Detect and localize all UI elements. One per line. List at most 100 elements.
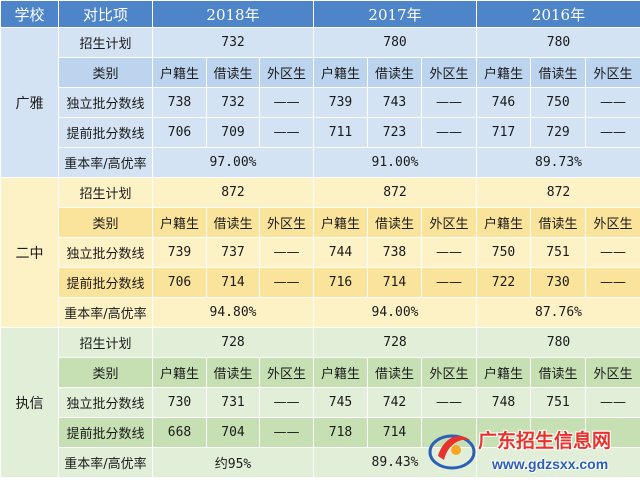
score-cell: ——	[421, 387, 477, 418]
category-cell: 借读生	[206, 57, 260, 88]
score-cell: 711	[313, 117, 368, 148]
zhixin-category-row: 类别 户籍生 借读生 外区生 户籍生 借读生 外区生 户籍生 借读生 外区生	[1, 357, 640, 388]
row-label: 提前批分数线	[58, 267, 153, 298]
row-label: 独立批分数线	[58, 387, 153, 418]
category-cell: 借读生	[206, 207, 260, 238]
row-label: 招生计划	[58, 327, 153, 358]
school-name-zhixin: 执信	[0, 327, 59, 478]
plan-value: 728	[313, 327, 477, 358]
category-cell: 外区生	[585, 207, 640, 238]
score-cell: 739	[152, 237, 207, 268]
erzhong-rate-row: 重本率/高优率 94.80% 94.00% 87.76%	[1, 297, 640, 328]
category-cell: 外区生	[421, 57, 477, 88]
score-cell: 750	[476, 237, 531, 268]
score-cell: 737	[206, 237, 260, 268]
plan-value: 780	[313, 27, 477, 58]
row-label: 类别	[58, 357, 153, 388]
rate-value: 89.73%	[476, 147, 640, 178]
category-cell: 户籍生	[476, 357, 531, 388]
header-school: 学校	[0, 0, 59, 28]
row-label: 提前批分数线	[58, 417, 153, 448]
score-cell: ——	[259, 87, 314, 118]
score-cell: 731	[206, 387, 260, 418]
score-cell: ——	[585, 387, 640, 418]
score-cell: 730	[530, 267, 586, 298]
category-cell: 借读生	[530, 57, 586, 88]
guangya-independent-row: 独立批分数线 738 732 —— 739 743 —— 746 750 ——	[1, 87, 640, 118]
category-cell: 借读生	[367, 57, 422, 88]
score-cell: ——	[421, 267, 477, 298]
row-label: 重本率/高优率	[58, 297, 153, 328]
rate-value: 94.80%	[152, 297, 314, 328]
category-cell: 户籍生	[476, 207, 531, 238]
row-label: 重本率/高优率	[58, 447, 153, 478]
score-cell: 729	[530, 117, 586, 148]
zhixin-independent-row: 独立批分数线 730 731 —— 745 742 —— 748 751 ——	[1, 387, 640, 418]
category-cell: 借读生	[530, 357, 586, 388]
score-cell: 704	[206, 417, 260, 448]
score-cell: 717	[476, 117, 531, 148]
plan-value: 780	[476, 327, 640, 358]
header-year-2017: 2017年	[313, 0, 477, 28]
score-cell: 745	[313, 387, 368, 418]
row-label: 招生计划	[58, 177, 153, 208]
header-item: 对比项	[58, 0, 153, 28]
score-cell: 714	[206, 267, 260, 298]
category-cell: 外区生	[259, 357, 314, 388]
category-cell: 户籍生	[313, 57, 368, 88]
score-cell: 709	[206, 117, 260, 148]
row-label: 招生计划	[58, 27, 153, 58]
score-cell: ——	[421, 87, 477, 118]
school-name-guangya: 广雅	[0, 27, 59, 178]
zhixin-plan-row: 执信 招生计划 728 728 780	[0, 327, 640, 478]
category-cell: 借读生	[367, 207, 422, 238]
rate-value	[476, 447, 640, 478]
category-cell: 户籍生	[476, 57, 531, 88]
category-cell: 借读生	[530, 207, 586, 238]
rate-value: 97.00%	[152, 147, 314, 178]
rate-value: 约95%	[152, 447, 314, 478]
score-cell: ——	[585, 267, 640, 298]
category-cell: 户籍生	[313, 357, 368, 388]
score-cell: 722	[476, 267, 531, 298]
score-cell: ——	[259, 267, 314, 298]
score-cell: 751	[530, 387, 586, 418]
zhixin-rate-row: 重本率/高优率 约95% 89.43%	[1, 447, 640, 478]
rate-value: 94.00%	[313, 297, 477, 328]
category-cell: 户籍生	[152, 357, 207, 388]
site-logo-icon	[428, 434, 476, 470]
row-label: 类别	[58, 57, 153, 88]
score-cell: 716	[313, 267, 368, 298]
score-cell: 743	[367, 87, 422, 118]
score-cell: 732	[206, 87, 260, 118]
score-cell: 751	[530, 237, 586, 268]
header-row: 学校 对比项 2018年 2017年 2016年	[0, 0, 640, 28]
score-cell: ——	[585, 87, 640, 118]
score-cell: ——	[585, 117, 640, 148]
category-cell: 外区生	[421, 207, 477, 238]
score-cell: ——	[585, 237, 640, 268]
score-cell: 730	[152, 387, 207, 418]
rate-value: 89.43%	[313, 447, 477, 478]
score-cell: 739	[313, 87, 368, 118]
score-cell: ——	[421, 117, 477, 148]
score-cell: ——	[421, 237, 477, 268]
category-cell: 外区生	[585, 357, 640, 388]
category-cell: 外区生	[259, 207, 314, 238]
header-year-2018: 2018年	[152, 0, 314, 28]
score-cell: 714	[367, 417, 422, 448]
category-cell: 外区生	[421, 357, 477, 388]
score-cell: 750	[530, 87, 586, 118]
score-cell: ——	[259, 117, 314, 148]
category-cell: 借读生	[206, 357, 260, 388]
row-label: 独立批分数线	[58, 87, 153, 118]
guangya-plan-row: 广雅 招生计划 732 780 780	[0, 27, 640, 178]
score-cell: 744	[313, 237, 368, 268]
rate-value: 87.76%	[476, 297, 640, 328]
header-year-2016: 2016年	[476, 0, 640, 28]
score-cell: 723	[367, 117, 422, 148]
score-cell: 746	[476, 87, 531, 118]
score-cell: 738	[152, 87, 207, 118]
site-watermark: 广东招生信息网 www.gdzsxx.com	[420, 420, 640, 482]
